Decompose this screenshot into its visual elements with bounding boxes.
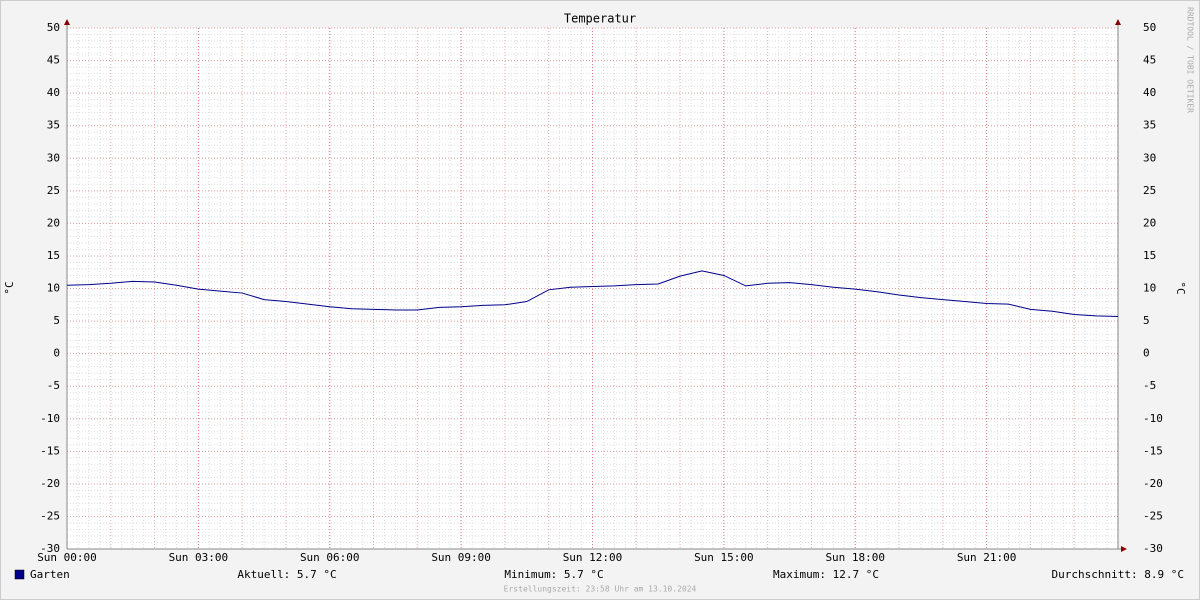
y2-tick-label: 20 bbox=[1143, 216, 1156, 229]
y-tick-label: 10 bbox=[47, 282, 60, 295]
y-tick-label: 0 bbox=[53, 347, 60, 360]
y2-tick-label: -15 bbox=[1143, 444, 1163, 457]
arrow bbox=[1115, 19, 1121, 25]
y-tick-label: 20 bbox=[47, 216, 60, 229]
footer: Erstellungszeit: 23:58 Uhr am 13.10.2024 bbox=[504, 585, 697, 594]
stat: Durchschnitt: 8.9 °C bbox=[1052, 568, 1184, 581]
y-tick-label: 45 bbox=[47, 54, 60, 67]
y-tick-label: -30 bbox=[40, 542, 60, 555]
y2-axis-label: °C bbox=[1174, 281, 1187, 294]
y-axis-label: °C bbox=[3, 281, 16, 294]
y-tick-label: -10 bbox=[40, 412, 60, 425]
stat: Maximum: 12.7 °C bbox=[773, 568, 879, 581]
y2-tick-label: 45 bbox=[1143, 54, 1156, 67]
y2-tick-label: -10 bbox=[1143, 412, 1163, 425]
y2-tick-label: 30 bbox=[1143, 151, 1156, 164]
y2-tick-label: 50 bbox=[1143, 21, 1156, 34]
y2-tick-label: 0 bbox=[1143, 347, 1150, 360]
y2-tick-label: -25 bbox=[1143, 509, 1163, 522]
y2-tick-label: 35 bbox=[1143, 119, 1156, 132]
line-series bbox=[66, 270, 1119, 318]
y2-tick-label: 10 bbox=[1143, 282, 1156, 295]
legend-swatch bbox=[14, 569, 25, 580]
y-tick-label: 25 bbox=[47, 184, 60, 197]
arrow bbox=[1121, 546, 1127, 552]
x-tick-label: Sun 18:00 bbox=[825, 551, 885, 564]
x-tick-label: Sun 06:00 bbox=[300, 551, 360, 564]
x-tick-label: Sun 12:00 bbox=[563, 551, 623, 564]
y-tick-label: 30 bbox=[47, 151, 60, 164]
y2-tick-label: 15 bbox=[1143, 249, 1156, 262]
arrow bbox=[64, 19, 70, 25]
y2-tick-label: -20 bbox=[1143, 477, 1163, 490]
x-tick-label: Sun 09:00 bbox=[431, 551, 491, 564]
y-tick-label: 5 bbox=[53, 314, 60, 327]
y2-tick-label: 5 bbox=[1143, 314, 1150, 327]
x-tick-label: Sun 00:00 bbox=[37, 551, 97, 564]
chart-title: Temperatur bbox=[564, 12, 636, 26]
watermark: RRDTOOL / TOBI OETIKER bbox=[1186, 7, 1195, 113]
grid bbox=[66, 27, 1119, 550]
stat: Aktuell: 5.7 °C bbox=[237, 568, 336, 581]
y2-tick-label: 40 bbox=[1143, 86, 1156, 99]
y2-tick-label: -5 bbox=[1143, 379, 1156, 392]
legend-label: Garten bbox=[30, 568, 70, 581]
x-tick-label: Sun 21:00 bbox=[957, 551, 1017, 564]
y-tick-label: -20 bbox=[40, 477, 60, 490]
y-tick-label: -25 bbox=[40, 509, 60, 522]
y2-tick-label: -30 bbox=[1143, 542, 1163, 555]
y2-tick-label: 25 bbox=[1143, 184, 1156, 197]
stat: Minimum: 5.7 °C bbox=[504, 568, 603, 581]
x-tick-label: Sun 03:00 bbox=[169, 551, 229, 564]
y-tick-label: 40 bbox=[47, 86, 60, 99]
y-tick-label: -15 bbox=[40, 444, 60, 457]
y-tick-label: 15 bbox=[47, 249, 60, 262]
y-tick-label: 35 bbox=[47, 119, 60, 132]
y-tick-label: 50 bbox=[47, 21, 60, 34]
x-tick-label: Sun 15:00 bbox=[694, 551, 754, 564]
y-tick-label: -5 bbox=[47, 379, 60, 392]
